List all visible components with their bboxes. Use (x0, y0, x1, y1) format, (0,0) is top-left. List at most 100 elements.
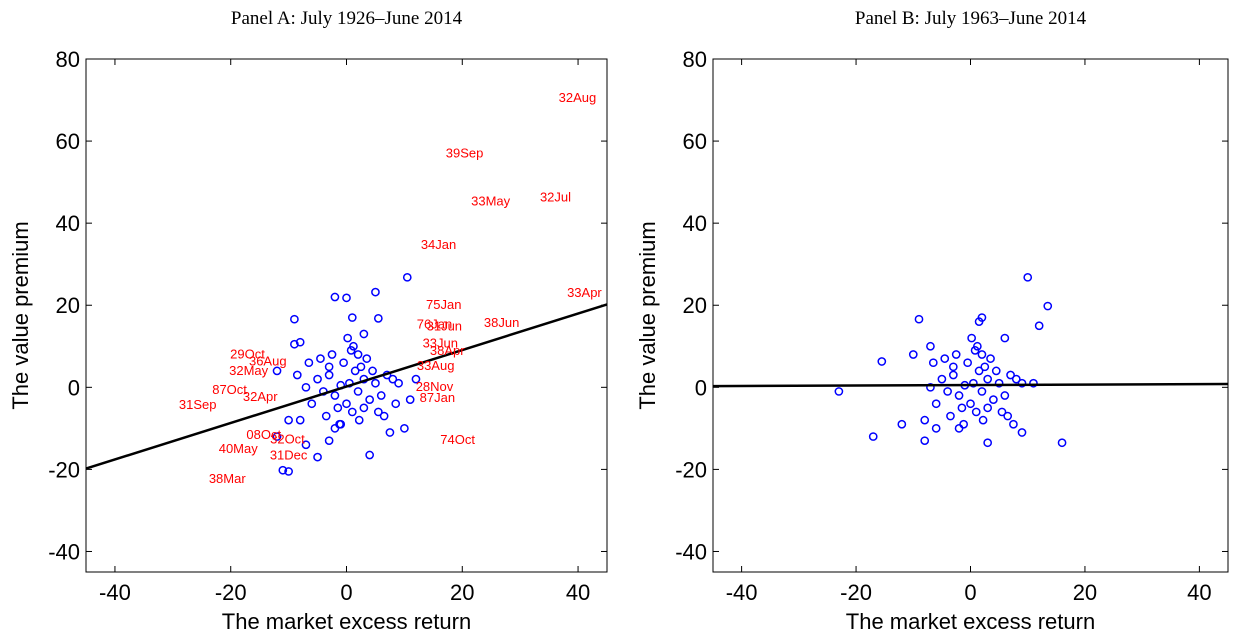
y-axis-label: The value premium (8, 221, 33, 409)
point (350, 366, 360, 376)
point (327, 350, 337, 359)
point-label: 87Oct (212, 382, 247, 397)
point (931, 424, 941, 433)
point (342, 293, 351, 303)
y-tick-label: 40 (56, 211, 80, 236)
x-tick-label: -40 (726, 580, 758, 605)
point (373, 314, 383, 323)
point (986, 354, 995, 363)
point (313, 452, 322, 462)
point (295, 337, 305, 347)
y-tick-label: -40 (48, 539, 80, 564)
point (295, 415, 305, 425)
point-label: 31Sep (179, 397, 217, 412)
point-label: 76Jan (417, 316, 452, 331)
point (301, 382, 311, 392)
point (373, 407, 383, 417)
point-label: 39Sep (446, 146, 484, 161)
point-label: 08Oct (246, 427, 281, 442)
point (313, 374, 322, 384)
y-axis-label: The value premium (635, 221, 660, 409)
point (951, 350, 961, 359)
point (994, 378, 1004, 388)
point (948, 370, 958, 380)
y-tick-label: 80 (683, 47, 707, 72)
point (354, 415, 364, 425)
point-label: 32Jul (540, 190, 571, 205)
x-tick-label: 40 (1187, 580, 1211, 605)
point (347, 313, 357, 322)
point-label: 33Apr (567, 285, 602, 300)
point (908, 350, 918, 359)
point (997, 407, 1007, 417)
point (365, 450, 375, 460)
point (1017, 428, 1027, 437)
axes-frame (712, 58, 1229, 573)
plot-area (713, 272, 1228, 448)
point (324, 436, 334, 446)
point (316, 354, 325, 363)
point-label: 87Jan (420, 390, 455, 405)
point (376, 391, 386, 400)
point (914, 314, 924, 324)
point (324, 362, 334, 372)
point (359, 403, 369, 413)
point (983, 374, 993, 384)
x-tick-label: 20 (450, 580, 474, 605)
point (343, 333, 353, 343)
point (368, 366, 377, 376)
panel-title: Panel A: July 1926–June 2014 (231, 8, 463, 29)
point (365, 395, 375, 404)
point (969, 378, 978, 388)
x-axis-label: The market excess return (222, 609, 471, 634)
point (1000, 333, 1010, 343)
point (963, 358, 972, 368)
point (1017, 378, 1027, 388)
panel-title: Panel B: July 1963–June 2014 (855, 8, 1087, 29)
point-label: 32Aug (559, 90, 597, 105)
point (339, 358, 348, 368)
point (920, 436, 930, 446)
point (983, 403, 993, 413)
point (926, 341, 935, 351)
point (954, 424, 964, 433)
point (307, 399, 317, 409)
point (877, 357, 887, 366)
x-tick-label: 20 (1073, 580, 1097, 605)
point (1057, 438, 1067, 448)
point (940, 354, 950, 363)
point-label: 33Aug (417, 358, 455, 373)
x-tick-label: 40 (566, 580, 590, 605)
point (946, 411, 955, 421)
fit-line (713, 382, 1228, 388)
y-tick-label: -40 (675, 539, 707, 564)
point (1009, 419, 1018, 429)
point (977, 350, 987, 359)
point-label: 75Jan (426, 297, 461, 312)
point (1034, 321, 1044, 331)
point (989, 395, 998, 404)
fit-line (86, 303, 607, 470)
point-label: 31Jun (427, 318, 462, 333)
point-label: 32May (229, 363, 269, 378)
y-tick-label: 0 (68, 375, 80, 400)
point (290, 314, 299, 324)
point (954, 391, 964, 400)
y-tick-label: 40 (683, 211, 707, 236)
point (349, 341, 358, 351)
point-label: 32Apr (243, 389, 278, 404)
point (321, 411, 331, 421)
point (359, 329, 369, 339)
point (385, 428, 395, 437)
plot-area: 32Aug 39Sep 33May 32Jul 34Jan 33Apr 75Jan 76Jan… (86, 90, 607, 486)
x-tick-label: 0 (964, 580, 976, 605)
point (353, 350, 363, 359)
point (411, 374, 421, 384)
point (371, 378, 380, 388)
panel: Panel A: July 1926–June 2014 The market e… (8, 8, 608, 634)
point (371, 287, 380, 297)
point-label: 38Apr (430, 343, 465, 358)
y-tick-label: 20 (56, 293, 80, 318)
point (980, 362, 990, 372)
